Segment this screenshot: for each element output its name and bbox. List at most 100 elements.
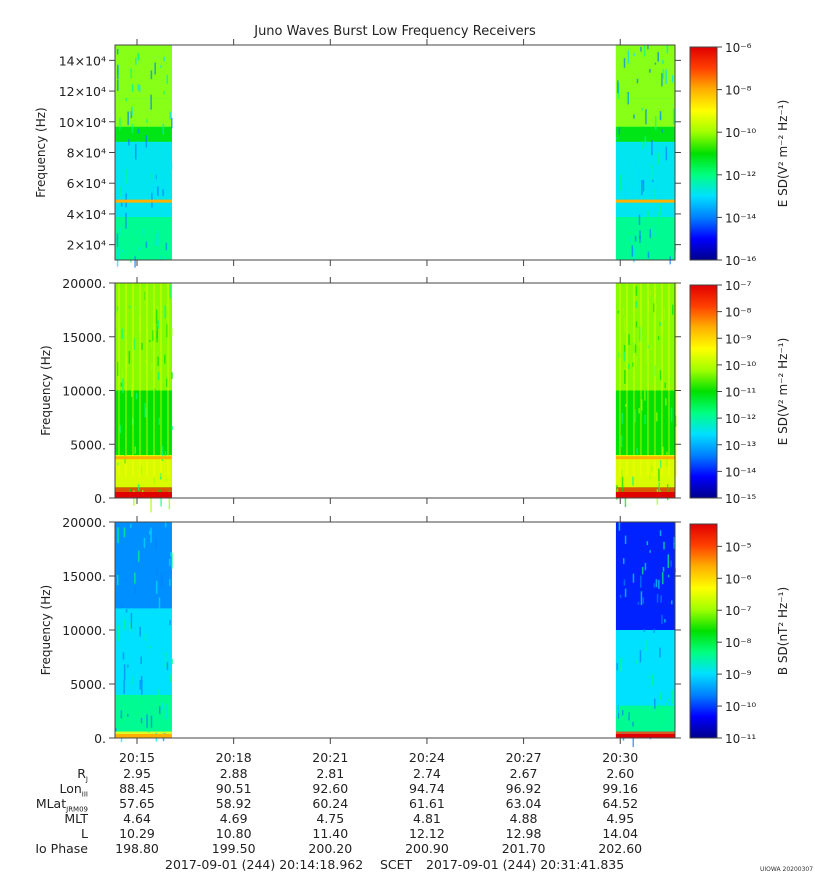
spectrogram-speckle <box>131 123 134 134</box>
spectrogram-speckle <box>135 392 138 400</box>
spectrogram-speckle <box>127 111 129 126</box>
time-tick-label: 20:21 <box>312 750 348 765</box>
y-tick-label: 6×10⁴ <box>67 176 106 191</box>
low-freq-intense-band <box>615 734 675 738</box>
ephemeris-row-label: L <box>0 826 88 841</box>
time-tick-label: 20:15 <box>119 750 155 765</box>
spectrogram-speckle <box>635 321 638 328</box>
spectrogram-speckle <box>163 180 166 195</box>
spectrogram-speckle <box>130 68 132 79</box>
spectrogram-speckle <box>135 57 137 65</box>
spectrogram-speckle <box>632 721 634 727</box>
spectrogram-band <box>115 141 172 217</box>
spectrogram-speckle <box>654 62 657 65</box>
spectrogram-speckle <box>168 497 171 510</box>
spectrogram-speckle <box>652 686 655 699</box>
spectrogram-speckle <box>666 451 668 468</box>
spectrogram-block <box>115 45 173 268</box>
ephemeris-value: 200.90 <box>405 841 449 856</box>
ephemeris-value: 94.74 <box>409 781 445 796</box>
spectrogram-speckle <box>659 370 662 381</box>
spectrogram-speckle <box>154 202 157 210</box>
spectrogram-speckle <box>122 652 125 660</box>
ephemeris-label-text: R <box>77 766 86 781</box>
spectrogram-speckle <box>654 365 656 377</box>
spectrogram-speckle <box>621 710 624 716</box>
spectrogram-speckle <box>139 626 141 637</box>
spectrogram-speckle <box>150 497 152 513</box>
spectrogram-speckle <box>130 684 132 695</box>
spectrogram-speckle <box>166 704 168 719</box>
chart-title: Juno Waves Burst Low Frequency Receivers <box>254 24 536 39</box>
y-tick-label: 5000. <box>70 677 106 692</box>
spectrogram-speckle <box>622 155 625 161</box>
spectrogram-streak <box>132 283 134 477</box>
spectrogram-speckle <box>645 109 647 125</box>
spectrogram-speckle <box>634 344 637 353</box>
spectrogram-speckle <box>652 649 655 657</box>
spectrogram-speckle <box>621 413 623 424</box>
spectrogram-speckle <box>171 327 173 336</box>
ephemeris-value: 10.29 <box>119 826 155 841</box>
ephemeris-value: 14.04 <box>602 826 639 841</box>
ephemeris-value: 199.50 <box>211 841 256 856</box>
spectrogram-speckle <box>121 604 124 608</box>
spectrogram-speckle <box>641 399 643 411</box>
spectrogram-speckle <box>169 579 171 586</box>
spectrogram-speckle <box>161 615 164 619</box>
spectrogram-speckle <box>658 702 661 718</box>
colorbar-tick-label: 10⁻⁸ <box>725 84 752 98</box>
ephemeris-value: 2.60 <box>606 766 635 781</box>
time-tick-label: 20:24 <box>409 750 445 765</box>
spectrogram-speckle <box>668 434 670 446</box>
spectrogram-speckle <box>673 536 676 545</box>
spectrogram-speckle <box>640 225 642 230</box>
spectrogram-speckle <box>157 664 160 670</box>
spectrogram-speckle <box>169 196 172 209</box>
spectrogram-streak <box>639 283 642 477</box>
spectrogram-speckle <box>620 174 622 191</box>
spectrogram-speckle <box>140 697 143 704</box>
spectrogram-speckle <box>623 58 626 68</box>
spectrogram-speckle <box>628 334 630 345</box>
plot-frame <box>114 44 676 261</box>
spectrogram-speckle <box>633 114 635 119</box>
spectrogram-speckle <box>131 234 133 245</box>
spectrogram-speckle <box>129 622 131 630</box>
spectrogram-speckle <box>158 706 161 714</box>
spectrogram-speckle <box>658 238 660 241</box>
spectrogram-speckle <box>636 78 639 84</box>
spectrogram-speckle <box>150 173 153 180</box>
spectrogram-speckle <box>121 328 123 340</box>
colorbar-label: B SD(nT² Hz⁻¹) <box>776 587 790 675</box>
spectrogram-speckle <box>661 571 664 585</box>
spectrogram-speckle <box>632 362 634 367</box>
colorbar-label: E SD(V² m⁻² Hz⁻¹) <box>776 100 790 208</box>
spectrogram-speckle <box>651 674 654 686</box>
spectrogram-speckle <box>157 320 159 329</box>
ephemeris-value: 11.40 <box>312 826 349 841</box>
spectrogram-speckle <box>653 303 655 313</box>
spectrogram-block <box>615 283 677 508</box>
spectrogram-streak <box>160 283 162 477</box>
colorbar-tick-label: 10⁻¹² <box>725 412 756 426</box>
spectrogram-speckle <box>169 111 171 120</box>
spectrogram-speckle <box>648 675 651 679</box>
spectrogram-band <box>115 694 172 732</box>
spectrogram-speckle <box>153 477 156 484</box>
spectrogram-speckle <box>164 354 166 364</box>
spectrogram-speckle <box>655 579 658 588</box>
footer-frame: SCET <box>380 857 413 872</box>
spectrogram-speckle <box>120 710 123 719</box>
spectrogram-speckle <box>119 186 122 197</box>
spectrogram-speckle <box>637 601 640 605</box>
spectrogram-speckle <box>624 370 626 384</box>
spectrogram-speckle <box>639 236 641 244</box>
spectrogram-speckle <box>125 97 127 102</box>
time-tick-label: 20:27 <box>506 750 542 765</box>
spectrogram-speckle <box>145 135 148 148</box>
spectrogram-speckle <box>146 119 148 124</box>
spectrogram-speckle <box>117 462 120 466</box>
spectrogram-speckle <box>137 128 140 134</box>
spectrogram-speckle <box>670 560 672 567</box>
